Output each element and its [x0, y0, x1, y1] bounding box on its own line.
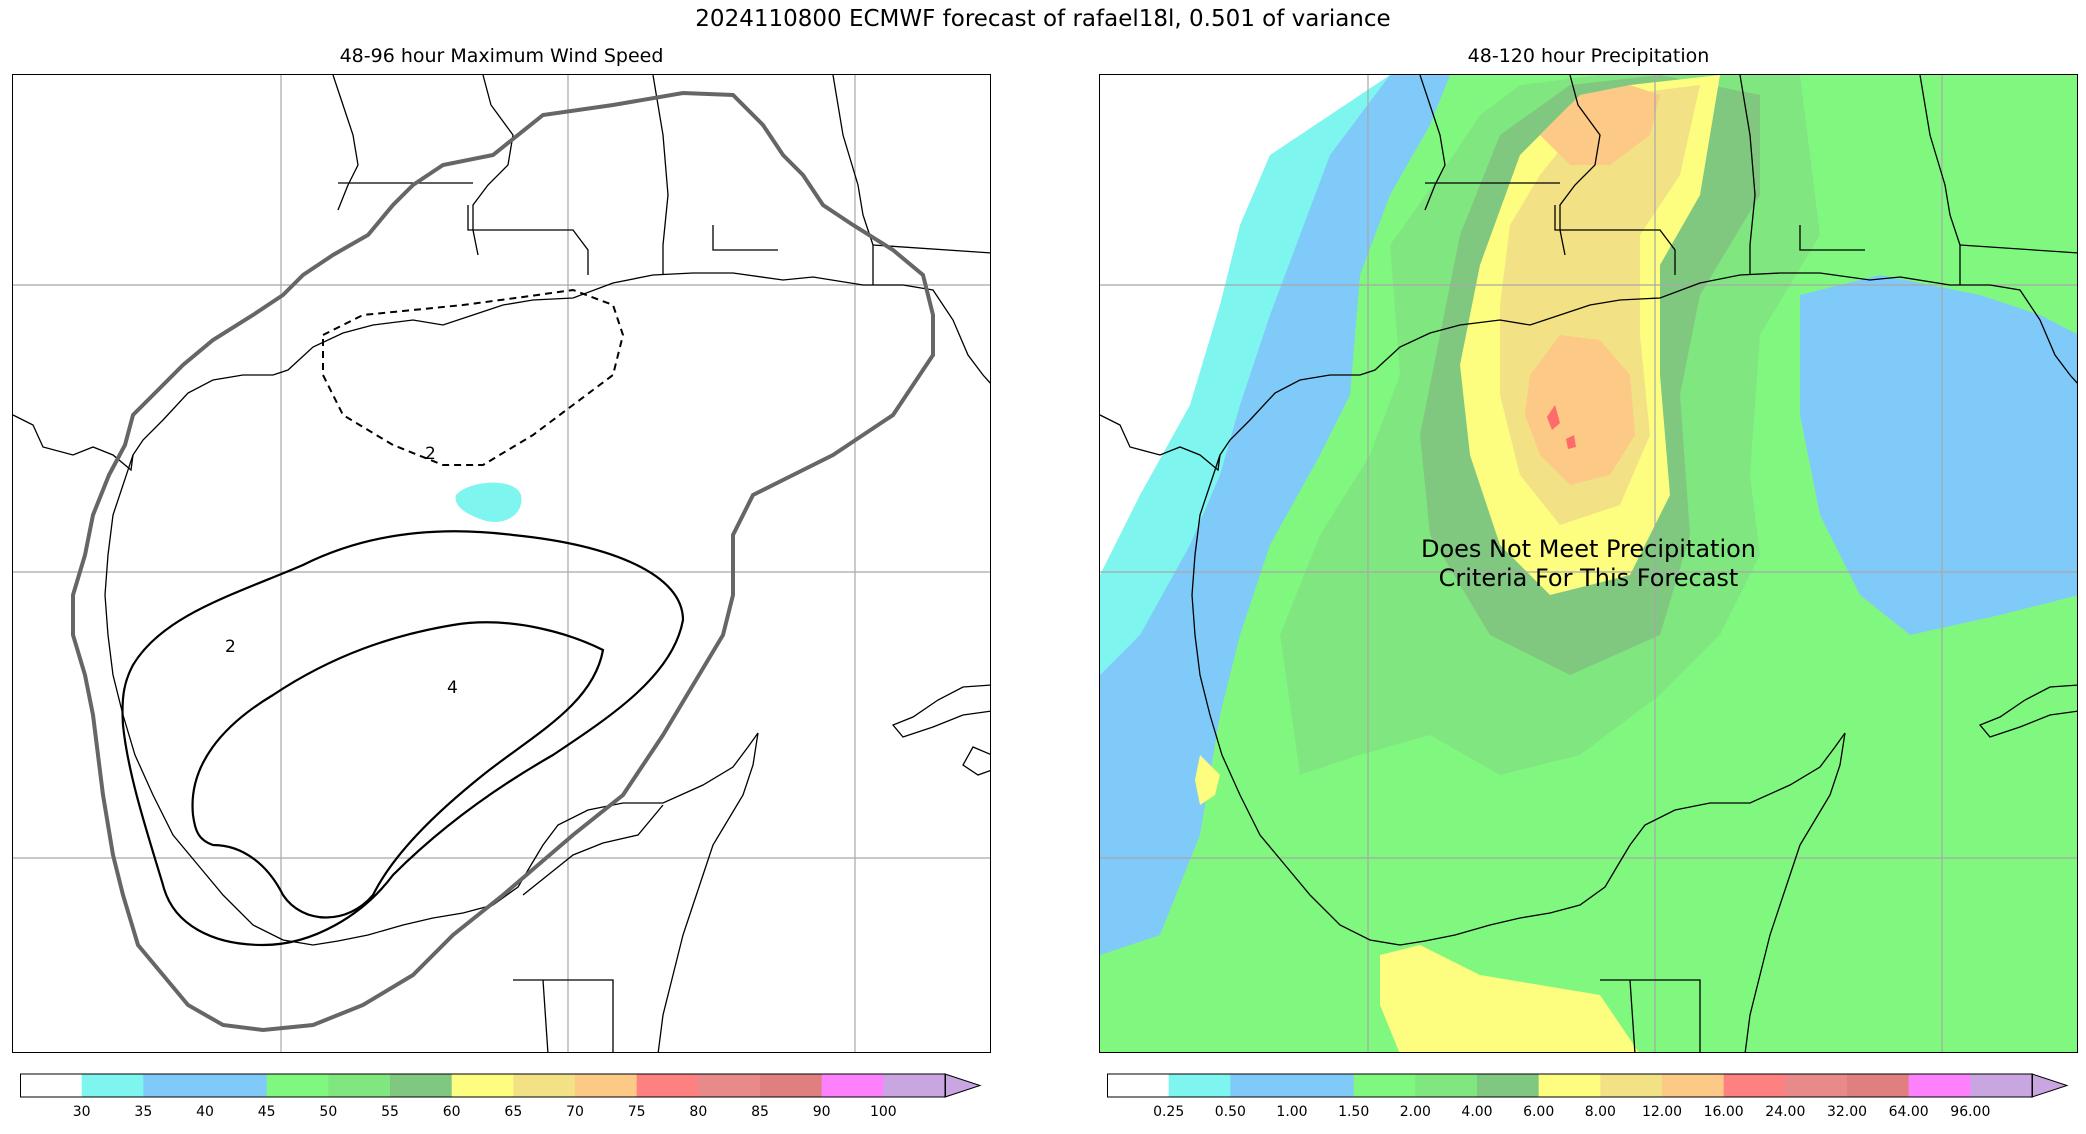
colorbar-segment: [1230, 1074, 1293, 1097]
colorbar-tick-label: 80: [689, 1104, 708, 1120]
colorbar-tick-label: 50: [319, 1104, 338, 1120]
colorbar-segment: [1353, 1074, 1416, 1097]
colorbar-tick-label: 85: [751, 1104, 769, 1120]
colorbar-segment: [1723, 1074, 1786, 1097]
colorbar-tick-label: 30: [72, 1104, 91, 1120]
colorbar-segment: [451, 1074, 514, 1097]
colorbar-segment: [390, 1074, 453, 1097]
colorbar-segment: [1600, 1074, 1663, 1097]
left-panel-title: 48-96 hour Maximum Wind Speed: [339, 45, 664, 67]
precip-criteria-note-line1: Does Not Meet Precipitation: [1420, 535, 1757, 563]
colorbar-tick-label: 65: [504, 1104, 523, 1120]
colorbar-tick-label: 0.25: [1153, 1104, 1185, 1120]
colorbar-tick-label: 40: [196, 1104, 214, 1120]
wind-colorbar: [20, 1073, 982, 1098]
colorbar-segment: [1292, 1074, 1355, 1097]
wind-speed-map: 2 2 4: [12, 74, 991, 1053]
colorbar-tick-label: 0.50: [1214, 1104, 1246, 1120]
precip-blue-east: [1800, 275, 2077, 635]
colorbar-segment: [81, 1074, 144, 1097]
colorbar-segment: [760, 1074, 823, 1097]
colorbar-tick-label: 2.00: [1399, 1104, 1431, 1120]
colorbar-segment: [205, 1074, 268, 1097]
precipitation-map: Does Not Meet Precipitation Criteria For…: [1099, 74, 2078, 1053]
colorbar-segment: [883, 1074, 946, 1097]
precip-criteria-note-line2: Criteria For This Forecast: [1438, 564, 1739, 592]
colorbar-segment: [1107, 1074, 1170, 1097]
colorbar-tick-label: 8.00: [1584, 1104, 1616, 1120]
precip-colorbar: [1107, 1073, 2069, 1098]
colorbar-tick-label: 96.00: [1950, 1104, 1991, 1120]
colorbar-segment: [20, 1074, 83, 1097]
colorbar-extend-arrow: [944, 1073, 982, 1098]
coastline: [1100, 75, 2077, 1052]
gridlines: [1100, 75, 2077, 1052]
colorbar-segment: [1908, 1074, 1971, 1097]
contour-label-4: 4: [447, 678, 458, 698]
colorbar-tick-label: 24.00: [1765, 1104, 1806, 1120]
colorbar-tick-label: 100: [869, 1104, 897, 1120]
colorbar-segment: [575, 1074, 638, 1097]
colorbar-segment: [1168, 1074, 1231, 1097]
colorbar-tick-label: 4.00: [1461, 1104, 1493, 1120]
colorbar-tick-label: 1.00: [1276, 1104, 1308, 1120]
colorbar-tick-label: 90: [812, 1104, 831, 1120]
colorbar-tick-label: 32.00: [1826, 1104, 1868, 1120]
colorbar-segment: [328, 1074, 391, 1097]
colorbar-tick-label: 55: [381, 1104, 399, 1120]
contour-label-2a: 2: [225, 637, 236, 657]
colorbar-segment: [1847, 1074, 1910, 1097]
colorbar-segment: [1415, 1074, 1478, 1097]
precip-orange: [1525, 335, 1635, 485]
colorbar-segment: [1785, 1074, 1848, 1097]
contour-label-2b: 2: [425, 444, 436, 464]
colorbar-segment: [1662, 1074, 1725, 1097]
colorbar-segment: [821, 1074, 884, 1097]
colorbar-segment: [1477, 1074, 1540, 1097]
colorbar-segment: [698, 1074, 761, 1097]
colorbar-tick-label: 12.00: [1641, 1104, 1683, 1120]
colorbar-segment: [143, 1074, 206, 1097]
colorbar-tick-label: 70: [566, 1104, 584, 1120]
colorbar-segment: [636, 1074, 699, 1097]
colorbar-tick-label: 60: [442, 1104, 461, 1120]
colorbar-tick-label: 64.00: [1888, 1104, 1929, 1120]
gridlines: [13, 75, 990, 1052]
colorbar-tick-label: 35: [134, 1104, 153, 1120]
colorbar-tick-label: 16.00: [1703, 1104, 1744, 1120]
colorbar-tick-label: 6.00: [1523, 1104, 1555, 1120]
wind-shading-patch: [455, 482, 522, 523]
colorbar-segment: [1538, 1074, 1601, 1097]
colorbar-tick-label: 1.50: [1338, 1104, 1370, 1120]
colorbar-segment: [266, 1074, 329, 1097]
colorbar-extend-arrow: [2031, 1073, 2069, 1098]
colorbar-tick-label: 75: [627, 1104, 646, 1120]
colorbar-tick-label: 45: [257, 1104, 276, 1120]
colorbar-segment: [1970, 1074, 2033, 1097]
right-panel-title: 48-120 hour Precipitation: [1467, 45, 1710, 67]
colorbar-segment: [513, 1074, 576, 1097]
coastline: [13, 75, 990, 1052]
figure-title: 2024110800 ECMWF forecast of rafael18l, …: [695, 6, 1391, 32]
